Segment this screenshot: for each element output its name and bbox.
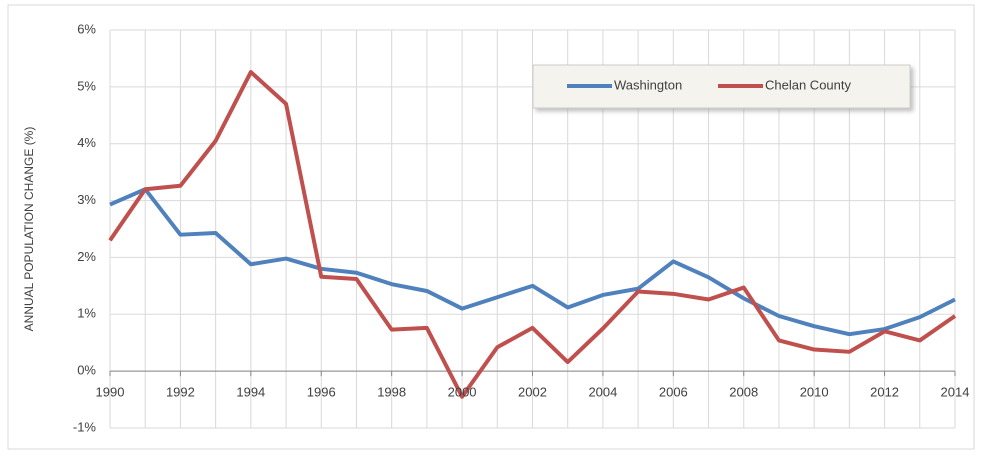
series-line (109, 187, 956, 337)
x-tick-label: 1994 (236, 385, 265, 400)
x-tick-label: 2008 (729, 385, 758, 400)
x-tick-label: 2012 (870, 385, 899, 400)
series-line (108, 70, 957, 399)
x-tick-label: 2014 (941, 385, 970, 400)
x-tick-label: 2010 (800, 385, 829, 400)
legend-label: Washington (614, 77, 682, 92)
y-tick-label: -1% (73, 419, 97, 434)
y-tick-label: 1% (77, 306, 96, 321)
x-tick-label: 2002 (518, 385, 547, 400)
y-tick-label: 5% (77, 78, 96, 93)
y-axis-label: ANNUAL POPULATION CHANGE (%) (22, 127, 36, 332)
y-tick-label: 0% (77, 363, 96, 378)
x-tick-label: 1996 (307, 385, 336, 400)
y-tick-label: 2% (77, 249, 96, 264)
x-tick-label: 2000 (448, 385, 477, 400)
y-tick-label: 4% (77, 135, 96, 150)
x-tick-label: 1990 (96, 385, 125, 400)
y-tick-label: 6% (77, 21, 96, 36)
x-tick-label: 1992 (166, 385, 195, 400)
legend-label: Chelan County (765, 77, 851, 92)
y-tick-label: 3% (77, 192, 96, 207)
x-tick-label: 1998 (377, 385, 406, 400)
x-tick-label: 2006 (659, 385, 688, 400)
x-tick-label: 2004 (588, 385, 617, 400)
